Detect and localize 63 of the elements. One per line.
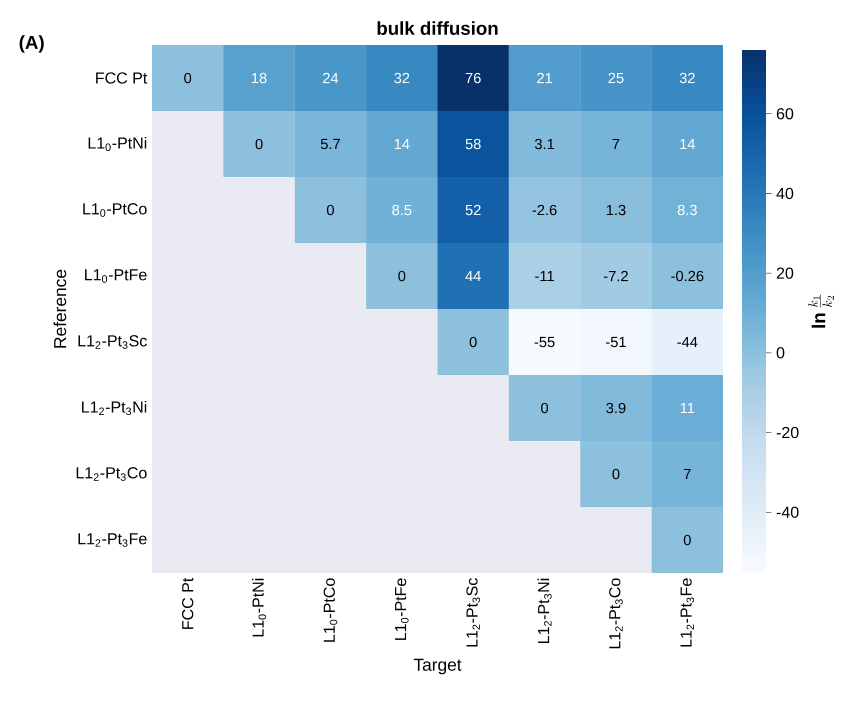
x-tick-label: L1$_{2}$-Pt$_{3}$Co xyxy=(609,578,623,648)
color-bar-label: -20 xyxy=(776,426,799,438)
text: (A) xyxy=(20,35,44,53)
data-label: 58 xyxy=(466,138,481,150)
x-tick-label: L1$_{0}$-PtNi xyxy=(252,578,266,636)
color-bar-title: $\mathbf{ln}\,\frac{k_1}{k_2}$ xyxy=(808,294,834,328)
data-label: 44 xyxy=(465,270,481,282)
data-label: -55 xyxy=(534,336,555,348)
data-label: 32 xyxy=(394,72,410,84)
color-bar-label: -40 xyxy=(776,506,799,518)
data-label: 7 xyxy=(612,138,620,150)
y-tick-label: L1$_{0}$-PtNi xyxy=(88,136,146,152)
y-tick-label: FCC Pt xyxy=(96,72,148,84)
y-tick-label: L1$_{0}$-PtFe xyxy=(85,269,147,283)
data-label: 5.7 xyxy=(320,138,340,150)
y-tick-label: L1$_{2}$-Pt$_{3}$Sc xyxy=(78,335,147,349)
data-label: 0 xyxy=(184,72,192,84)
x-axis-title: Target xyxy=(414,658,462,674)
data-label: 11 xyxy=(680,402,694,414)
color-bar-label: 20 xyxy=(776,267,794,279)
y-tick-label: L1$_{2}$-Pt$_{3}$Co xyxy=(76,467,147,481)
data-label: 0 xyxy=(256,138,263,150)
data-label: 18 xyxy=(252,72,267,84)
y-tick-label: L1$_{0}$-PtCo xyxy=(83,203,147,217)
data-label: 25 xyxy=(608,72,624,84)
data-label: -11 xyxy=(535,270,554,282)
color-bar-label: 40 xyxy=(776,188,794,200)
x-tick-label: FCC Pt xyxy=(182,578,194,629)
data-label: 0 xyxy=(612,468,620,480)
data-label: 3.9 xyxy=(606,402,626,414)
data-label: 76 xyxy=(466,72,481,84)
data-label: 0 xyxy=(470,336,477,348)
data-label: 24 xyxy=(323,72,338,84)
data-label: -44 xyxy=(677,336,698,348)
x-tick-label: L1$_{2}$-Pt$_{3}$Ni xyxy=(538,578,552,643)
data-label: 32 xyxy=(680,72,695,84)
data-label: -51 xyxy=(606,336,626,348)
x-tick-label: L1$_{2}$-Pt$_{3}$Fe xyxy=(680,578,694,647)
data-label: 0 xyxy=(684,534,691,546)
y-tick-label: L1$_{2}$-Pt$_{3}$Fe xyxy=(78,533,147,547)
data-label: 3.1 xyxy=(534,138,554,150)
data-label: 14 xyxy=(680,138,696,150)
data-label: 1.3 xyxy=(606,204,626,216)
data-label: 52 xyxy=(466,204,481,216)
x-tick-label: L1$_{0}$-PtFe xyxy=(395,578,409,640)
chart-title: bulk diffusion xyxy=(378,21,498,35)
data-label: -0.26 xyxy=(671,270,704,282)
data-label: 8.5 xyxy=(392,204,412,216)
data-label: 0 xyxy=(326,204,334,216)
color-bar-label: 60 xyxy=(776,108,794,120)
x-tick-label: L1$_{2}$-Pt$_{3}$Sc xyxy=(466,578,480,647)
y-axis-title: Reference xyxy=(54,270,66,348)
data-label: 14 xyxy=(394,138,410,150)
data-label: -2.6 xyxy=(532,204,557,216)
color-bar-label: 0 xyxy=(776,347,784,358)
data-label: -7.2 xyxy=(604,270,628,282)
data-label: 7 xyxy=(684,468,691,480)
data-label: 21 xyxy=(537,72,552,84)
data-label: 0 xyxy=(541,402,548,414)
data-label: 0 xyxy=(398,270,406,282)
data-label: 8.3 xyxy=(678,204,697,216)
y-tick-label: L1$_{2}$-Pt$_{3}$Ni xyxy=(82,400,146,416)
x-tick-label: L1$_{0}$-PtCo xyxy=(324,578,338,642)
